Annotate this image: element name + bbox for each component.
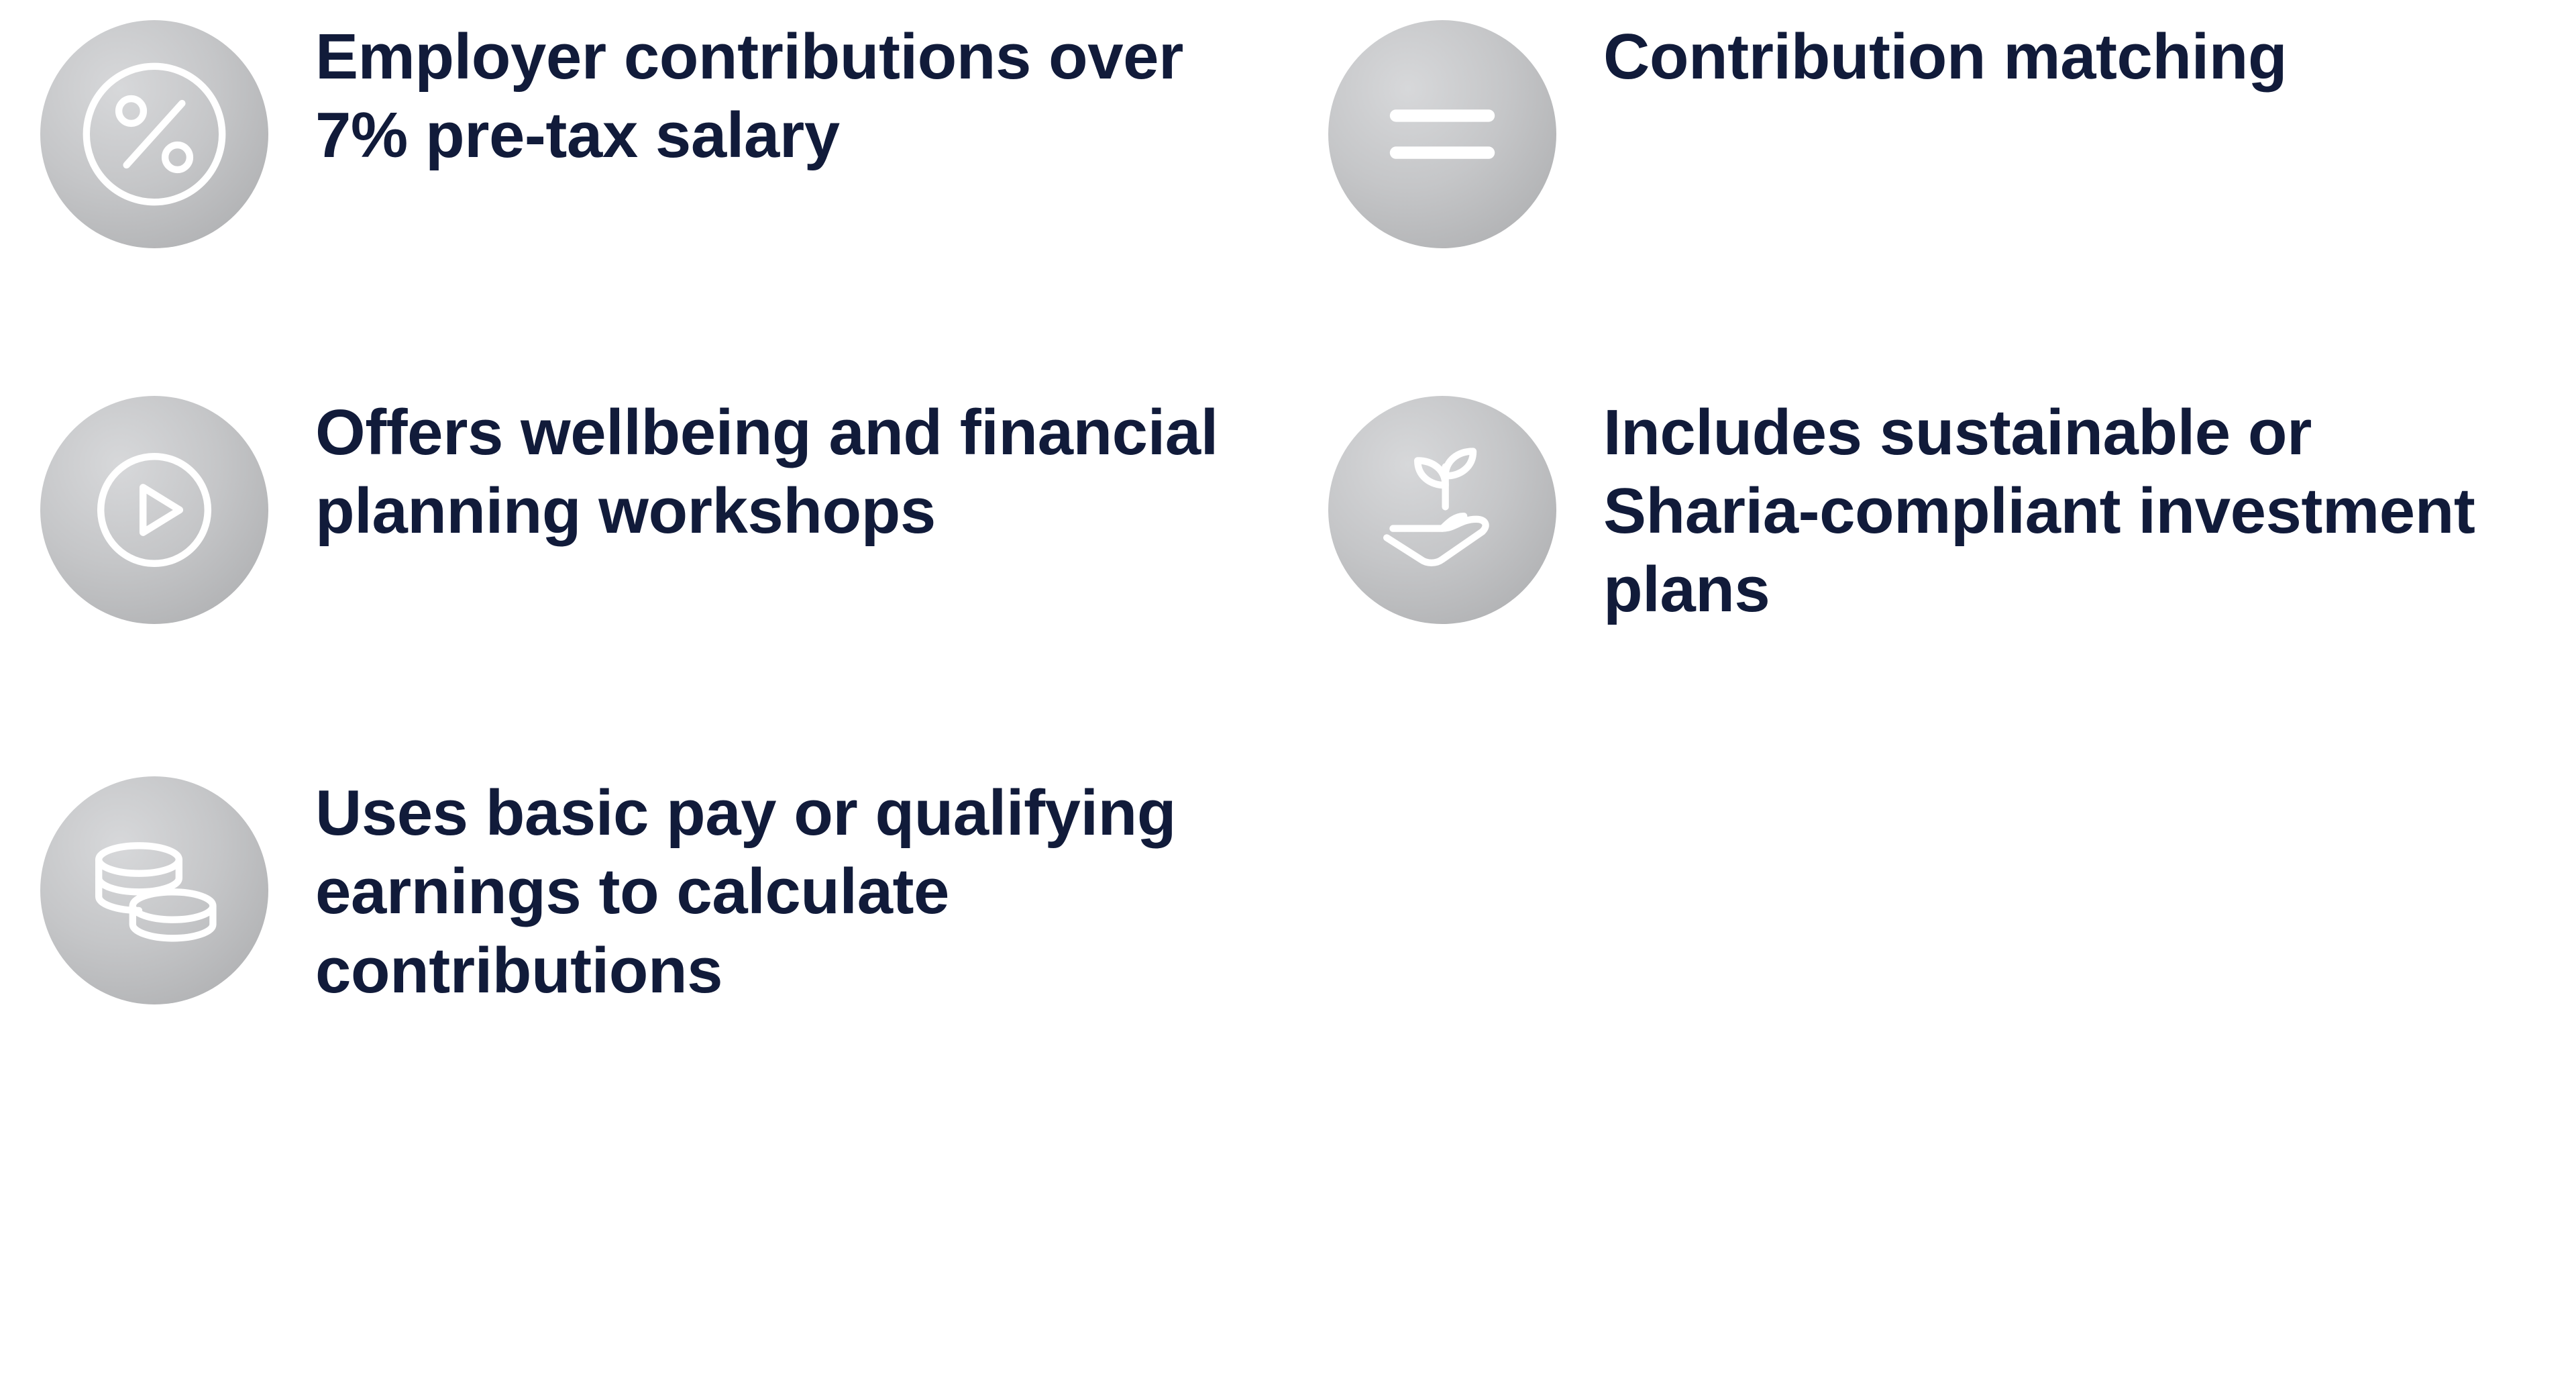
benefit-item: Offers wellbeing and financial planning …	[40, 389, 1248, 629]
play-icon	[40, 396, 268, 624]
benefit-label: Offers wellbeing and financial planning …	[315, 389, 1248, 550]
benefits-grid: Employer contributions over 7% pre-tax s…	[40, 13, 2536, 1010]
benefit-item: Includes sustainable or Sharia-compliant…	[1328, 389, 2536, 629]
equals-icon	[1328, 20, 1556, 248]
benefit-item: Contribution matching	[1328, 13, 2536, 248]
percent-icon	[40, 20, 268, 248]
benefit-label: Includes sustainable or Sharia-compliant…	[1603, 389, 2536, 629]
benefit-label: Uses basic pay or qualifying earnings to…	[315, 770, 1248, 1009]
benefit-label: Employer contributions over 7% pre-tax s…	[315, 13, 1248, 174]
benefit-item: Employer contributions over 7% pre-tax s…	[40, 13, 1248, 248]
growth-icon	[1328, 396, 1556, 624]
benefit-label: Contribution matching	[1603, 13, 2287, 96]
coins-icon	[40, 776, 268, 1004]
benefit-item: Uses basic pay or qualifying earnings to…	[40, 770, 1248, 1009]
